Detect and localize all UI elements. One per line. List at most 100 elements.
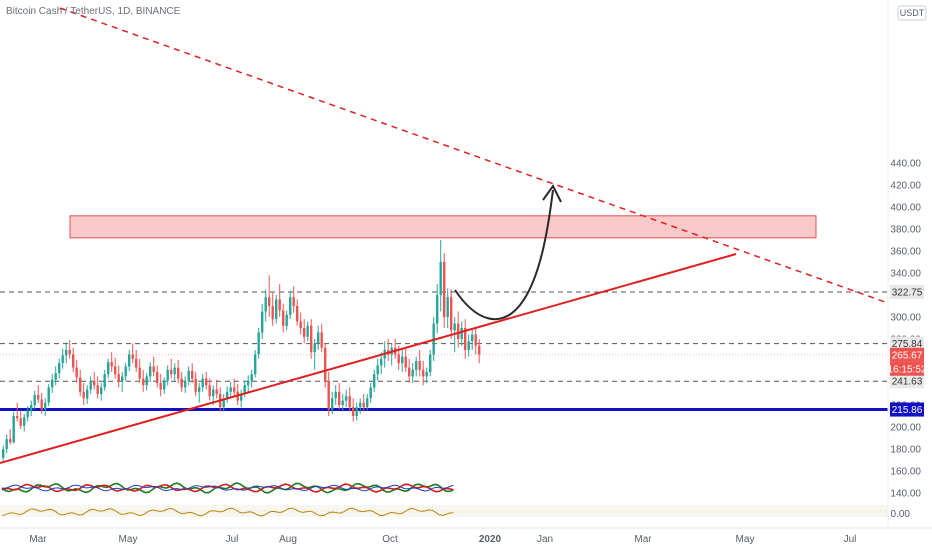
trendlines: [0, 7, 886, 464]
candle: [159, 374, 162, 397]
candle: [93, 372, 96, 390]
candle: [278, 284, 281, 317]
support-price-label: 215.86: [890, 402, 924, 417]
chart-title: Bitcoin Cash / TetherUS, 1D, BINANCE: [6, 6, 181, 17]
candle: [152, 356, 155, 377]
candle: [331, 391, 334, 414]
candle: [436, 284, 439, 334]
x-tick-label: 2020: [479, 534, 502, 545]
candle: [233, 378, 236, 397]
candle: [411, 363, 414, 383]
candle: [205, 372, 208, 390]
x-tick-label: Jan: [537, 534, 553, 545]
candle: [208, 378, 211, 401]
candle: [30, 400, 33, 416]
candle: [226, 386, 229, 403]
oscillator-line: [1, 484, 454, 492]
candle: [184, 376, 187, 393]
candle: [86, 385, 89, 404]
candle: [145, 373, 148, 391]
candle: [89, 376, 92, 394]
candle: [275, 295, 278, 324]
y-tick-label: 360.00: [890, 247, 921, 258]
candle: [439, 240, 442, 312]
x-tick-label: Jul: [844, 534, 857, 545]
candle: [187, 366, 190, 386]
candle: [415, 356, 418, 377]
x-tick-label: May: [119, 534, 138, 545]
candle: [222, 394, 225, 412]
candle: [348, 387, 351, 412]
candle: [124, 363, 127, 381]
candle: [82, 383, 85, 405]
price-labels: 322.75 275.84 241.63 215.86 265.67 16:15:52: [888, 284, 927, 417]
candle: [68, 340, 71, 359]
candle: [37, 385, 40, 403]
candle: [131, 343, 134, 364]
support-price-label-text: 215.86: [892, 405, 923, 416]
currency-badge-label: USDT: [900, 8, 925, 18]
candle: [303, 319, 306, 344]
descending-trendline[interactable]: [59, 7, 886, 303]
candle: [345, 389, 348, 408]
candle: [418, 350, 421, 377]
y-tick-label: 300.00: [890, 313, 921, 324]
resistance-zone[interactable]: [69, 215, 817, 239]
horizontal-levels: [0, 291, 888, 412]
countdown-label: 16:15:52: [888, 361, 927, 376]
candle: [47, 384, 50, 407]
candle: [9, 429, 12, 445]
y-tick-label: 400.00: [890, 203, 921, 214]
candle: [380, 352, 383, 375]
candle: [422, 361, 425, 386]
x-tick-label: May: [736, 534, 755, 545]
candle: [26, 406, 29, 422]
candle: [100, 383, 103, 401]
x-tick-label: Mar: [29, 534, 47, 545]
candle: [306, 321, 309, 342]
level-price-label-text: 275.84: [892, 339, 923, 350]
last-price-label-text: 265.67: [892, 350, 923, 361]
candle: [285, 310, 288, 331]
candle: [464, 319, 467, 359]
indicator-band: [0, 505, 888, 517]
candle: [425, 367, 428, 383]
candle: [5, 434, 8, 454]
candle: [324, 343, 327, 388]
candle: [254, 350, 257, 378]
candle: [376, 358, 379, 381]
candle: [72, 347, 75, 372]
candle: [107, 358, 110, 379]
candle: [23, 413, 26, 432]
y-tick-label: 140.00: [890, 489, 921, 500]
candle: [292, 286, 295, 313]
level-price-label: 322.75: [890, 284, 924, 299]
y-tick-label: 200.00: [890, 423, 921, 434]
level-price-label: 275.84: [890, 336, 924, 351]
candle: [282, 303, 285, 333]
candle: [114, 357, 117, 379]
candle: [443, 253, 446, 328]
candle: [404, 347, 407, 372]
currency-badge[interactable]: USDT: [897, 5, 927, 21]
x-tick-label: Oct: [382, 534, 398, 545]
candle: [359, 398, 362, 414]
y-tick-label: 180.00: [890, 445, 921, 456]
candle: [352, 398, 355, 422]
candle: [61, 348, 64, 369]
candle: [121, 372, 124, 392]
candle: [166, 365, 169, 386]
projection-arrow[interactable]: [454, 184, 562, 321]
candle: [12, 411, 15, 444]
countdown-label-text: 16:15:52: [888, 364, 927, 375]
ascending-trendline[interactable]: [0, 253, 737, 464]
candle: [51, 374, 54, 393]
time-axis[interactable]: Mar May Jul Aug Oct 2020 Jan Mar May Jul: [0, 527, 932, 545]
level-price-label-text: 241.63: [892, 377, 923, 388]
candle: [429, 350, 432, 377]
candle: [327, 372, 330, 416]
candle: [261, 303, 264, 339]
oscillator-line: [1, 483, 454, 493]
candle: [362, 394, 365, 412]
